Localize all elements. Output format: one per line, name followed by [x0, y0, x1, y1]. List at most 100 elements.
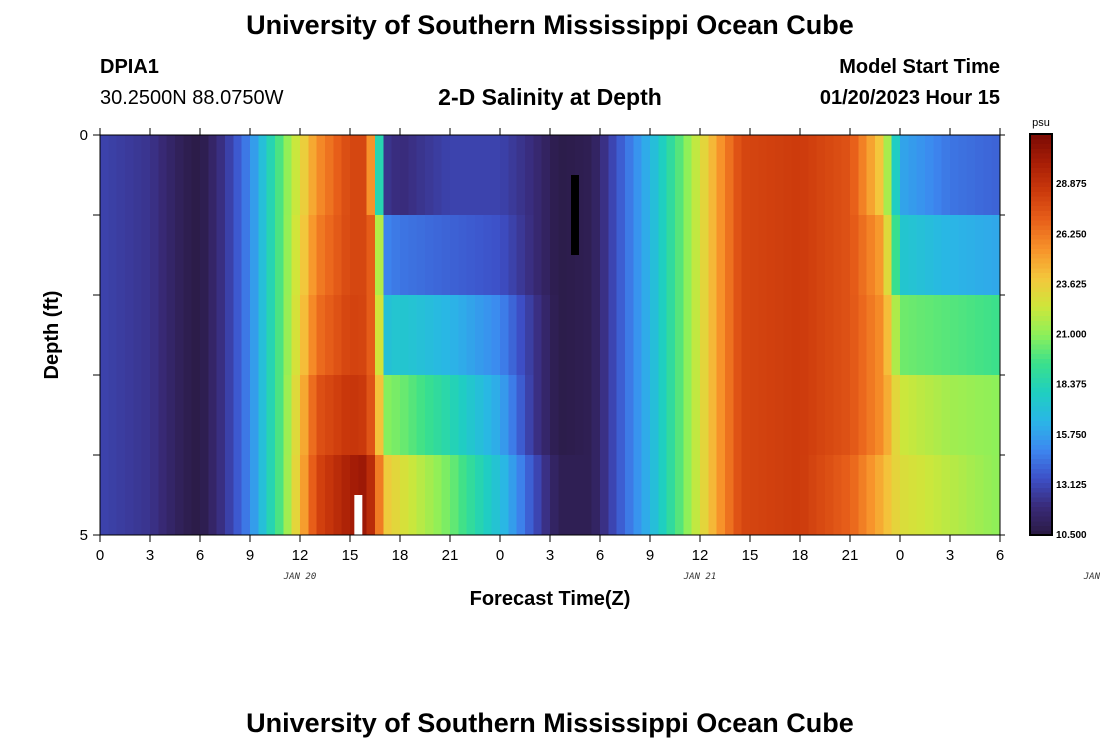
heat-cell — [991, 215, 1001, 296]
heat-cell — [591, 215, 601, 296]
heat-cell — [883, 375, 893, 456]
colorbar-swatch — [1030, 410, 1052, 417]
heat-cell — [641, 455, 651, 536]
heat-cell — [191, 295, 201, 376]
heat-cell — [983, 295, 993, 376]
heat-cell — [733, 295, 743, 376]
heat-cell — [808, 375, 818, 456]
footer-title: University of Southern Mississippi Ocean… — [246, 708, 854, 738]
heat-cell — [866, 375, 876, 456]
heat-cell — [158, 455, 168, 536]
heat-cell — [400, 215, 409, 296]
heat-cell — [566, 295, 576, 376]
x-tick-label: 21 — [442, 547, 459, 564]
heat-cell — [441, 295, 451, 376]
heat-cell — [308, 215, 318, 296]
heat-cell — [450, 215, 459, 296]
heat-cell — [783, 215, 793, 296]
heat-cell — [808, 215, 818, 296]
heat-cell — [675, 375, 684, 456]
heat-cell — [541, 135, 551, 216]
colorbar-tick-label: 15.750 — [1056, 430, 1087, 441]
heat-cell — [375, 375, 384, 456]
heat-cell — [916, 295, 926, 376]
colorbar-swatch — [1030, 191, 1052, 197]
heat-cell — [583, 135, 593, 216]
x-tick-label: 0 — [896, 547, 904, 564]
heat-cell — [600, 215, 609, 296]
heat-cell — [558, 375, 568, 456]
heat-cell — [766, 375, 776, 456]
heat-cell — [733, 215, 743, 296]
heat-cell — [558, 135, 568, 216]
heat-cell — [841, 135, 851, 216]
heat-cell — [791, 455, 801, 536]
heat-cell — [583, 455, 593, 536]
heat-cell — [841, 375, 851, 456]
colorbar-swatch — [1030, 482, 1052, 488]
heat-cell — [841, 455, 851, 536]
heat-cell — [258, 215, 268, 296]
heat-cell — [883, 295, 893, 376]
heat-cell — [833, 295, 843, 376]
colorbar-tick-label: 26.250 — [1056, 229, 1087, 240]
heat-cell — [300, 295, 309, 376]
heat-cell — [850, 375, 859, 456]
heat-cell — [683, 295, 693, 376]
heat-cell — [958, 135, 968, 216]
heat-cell — [750, 295, 759, 376]
heat-cell — [866, 295, 876, 376]
heat-cell — [241, 455, 251, 536]
heat-cell — [983, 375, 993, 456]
heat-cell — [183, 295, 193, 376]
colorbar-swatch — [1030, 358, 1052, 364]
heat-cell — [808, 135, 818, 216]
heat-cell — [858, 295, 868, 376]
heat-cell — [483, 375, 493, 456]
heat-cell — [233, 455, 243, 536]
colorbar-swatch — [1030, 176, 1052, 183]
heat-cell — [250, 375, 259, 456]
heat-cell — [616, 135, 626, 216]
heat-cell — [525, 295, 534, 376]
heat-cell — [550, 455, 559, 536]
heat-cell — [716, 215, 726, 296]
heat-cell — [716, 135, 726, 216]
colorbar-swatch — [1030, 291, 1052, 297]
heat-cell — [900, 215, 909, 296]
x-tick-label: 3 — [146, 547, 154, 564]
heat-cell — [433, 455, 443, 536]
heat-cell — [316, 375, 326, 456]
heat-cell — [225, 215, 234, 296]
heat-cell — [450, 375, 459, 456]
heat-cell — [875, 455, 884, 536]
heat-cell — [616, 375, 626, 456]
heat-cell — [591, 295, 601, 376]
colorbar-tick-label: 23.625 — [1056, 279, 1087, 290]
heat-cell — [675, 135, 684, 216]
heat-cell — [633, 215, 643, 296]
colorbar-tick-label: 28.875 — [1056, 179, 1087, 190]
heat-cell — [241, 375, 251, 456]
heat-cell — [141, 375, 151, 456]
heat-cell — [441, 215, 451, 296]
heat-cell — [283, 215, 293, 296]
heat-cell — [508, 295, 518, 376]
x-tick-label: 18 — [792, 547, 809, 564]
heat-cell — [675, 295, 684, 376]
heat-cell — [308, 455, 318, 536]
heat-cell — [358, 135, 368, 216]
gap-marker — [571, 175, 579, 255]
x-tick-label: 12 — [292, 547, 309, 564]
colorbar-swatch — [1030, 515, 1052, 522]
colorbar-swatch — [1030, 348, 1052, 355]
heat-cell — [175, 295, 184, 376]
colorbar-swatch — [1030, 367, 1052, 374]
heat-cell — [600, 135, 609, 216]
heat-cell — [233, 135, 243, 216]
colorbar-swatch — [1030, 258, 1052, 264]
heat-cell — [258, 375, 268, 456]
heat-cell — [591, 135, 601, 216]
heat-cell — [158, 375, 168, 456]
heat-cell — [300, 215, 309, 296]
